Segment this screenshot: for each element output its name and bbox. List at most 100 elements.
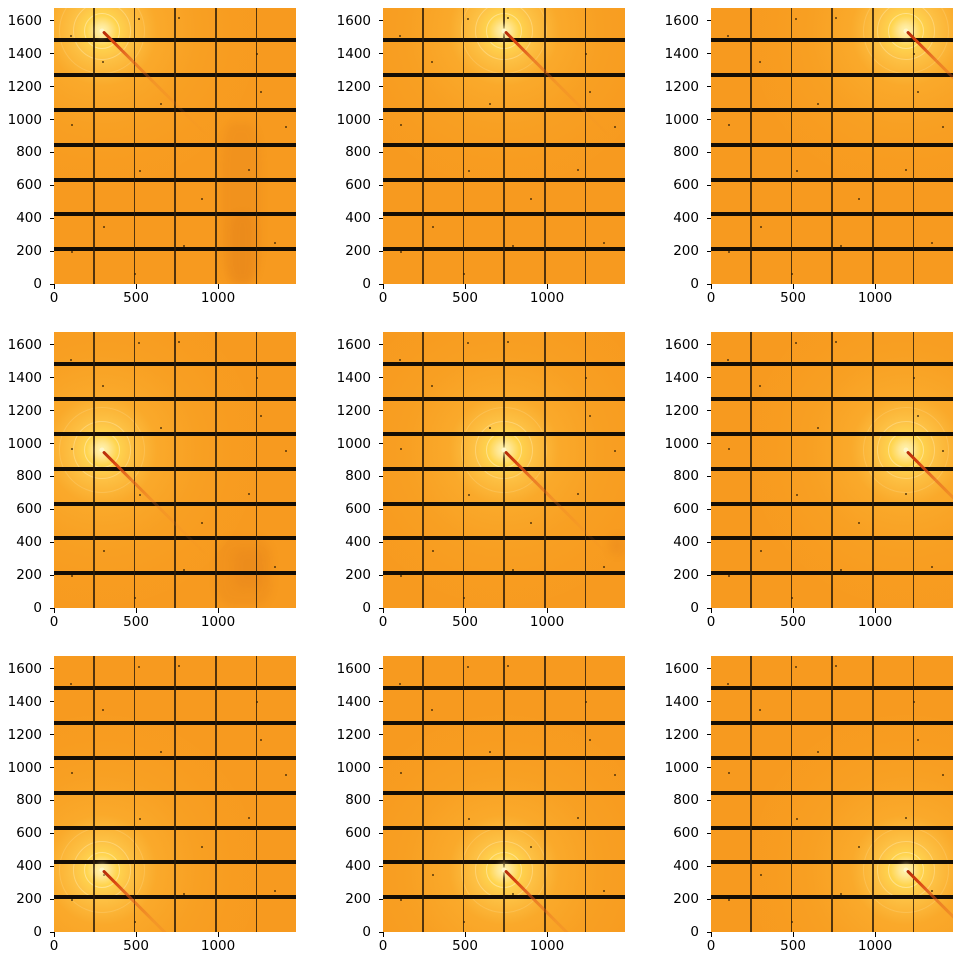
dead-pixel [839,893,842,896]
x-tick-mark [217,932,219,937]
y-tick-label: 1000 [664,435,699,452]
dead-pixel [727,359,730,362]
beam-center-spot [903,447,909,453]
detector-image [711,8,953,284]
x-tick-label: 1000 [857,290,893,306]
detector-image [383,332,625,608]
subplot-r2c1: 0 200 400 600 800 1000 1200 1400 1600 0 500 1000 [337,656,625,954]
x-tick-mark [792,932,794,937]
y-tick-mark [378,217,383,219]
x-tick-mark [874,608,876,613]
x-tick-label: 0 [378,938,388,954]
y-tick-label: 600 [673,177,699,194]
chip-gap [422,656,424,932]
dead-pixel [467,169,470,172]
y-tick-mark [706,799,711,801]
y-tick-label: 400 [16,210,42,227]
chip-gap [133,8,136,284]
dead-pixel [585,377,588,380]
y-tick-mark [49,701,54,703]
dead-pixel [70,124,73,127]
dead-pixel [102,61,105,64]
x-tick-label: 500 [123,938,149,954]
y-tick-label: 1200 [664,78,699,95]
dead-pixel [930,566,933,569]
dead-pixel [467,18,470,20]
dead-pixel [727,35,730,38]
chip-gap [750,8,752,284]
chip-gap [215,332,217,608]
dead-pixel [530,197,533,200]
dead-pixel [795,493,798,496]
dead-pixel [904,817,907,820]
dead-pixel [284,125,287,128]
y-tick-mark [378,344,383,346]
y-tick-label: 200 [16,243,42,260]
dead-pixel [70,683,73,686]
dead-pixel [399,448,402,451]
x-tick-mark [710,932,712,937]
dead-pixel [284,773,287,776]
y-tick-label: 1000 [664,111,699,128]
y-tick-mark [49,865,54,867]
y-tick-label: 200 [345,891,371,908]
y-tick-mark [49,86,54,88]
y-tick-label: 1400 [664,45,699,62]
y-tick-label: 1000 [336,435,371,452]
chip-gap [912,8,915,284]
chip-gap [462,656,465,932]
y-tick-label: 1400 [664,693,699,710]
y-tick-mark [378,734,383,736]
dead-pixel [585,701,588,704]
dead-pixel [506,341,509,344]
x-tick-mark [792,608,794,613]
y-tick-mark [49,20,54,22]
dead-pixel [70,575,73,578]
dead-pixel [941,449,944,452]
dead-pixel [102,225,105,228]
y-tick-mark [378,931,383,933]
subplot-r2c2: 0 200 400 600 800 1000 1200 1400 1600 0 500 1000 [665,656,953,954]
y-tick-mark [378,865,383,867]
y-tick-mark [706,86,711,88]
dead-pixel [795,666,798,668]
x-tick-label: 1000 [529,614,565,630]
subplot-r0c2: 0 200 400 600 800 1000 1200 1400 1600 0 500 1000 [665,8,953,306]
dead-pixel [904,169,907,172]
x-tick-mark [464,284,466,289]
dead-pixel [399,359,402,362]
dead-pixel [727,772,730,775]
dead-pixel [431,61,434,64]
y-tick-label: 1200 [7,726,42,743]
dead-pixel [506,665,509,668]
y-tick-label: 600 [345,501,371,518]
x-tick-mark [710,284,712,289]
y-tick-label: 600 [673,825,699,842]
dead-pixel [399,772,402,775]
y-tick-mark [378,283,383,285]
dead-pixel [930,242,933,245]
shadow-smudge [221,122,261,284]
y-tick-label: 1400 [7,369,42,386]
detector-image [383,656,625,932]
y-tick-label: 1400 [7,693,42,710]
x-tick-mark [792,284,794,289]
y-tick-mark [378,184,383,186]
y-tick-label: 600 [16,825,42,842]
y-tick-mark [706,119,711,121]
dead-pixel [431,709,434,712]
chip-gap [544,8,546,284]
x-tick-mark [464,608,466,613]
y-tick-mark [706,508,711,510]
y-tick-mark [378,119,383,121]
dead-pixel [138,18,141,20]
y-tick-mark [378,475,383,477]
y-tick-mark [378,20,383,22]
x-tick-label: 500 [452,290,478,306]
y-tick-label: 1600 [7,336,42,353]
subplot-r1c0: 0 200 400 600 800 1000 1200 1400 1600 0 500 1000 [8,332,296,630]
x-tick-label: 1000 [200,938,236,954]
dead-pixel [177,341,180,344]
dead-pixel [160,427,163,430]
chip-gap [462,332,465,608]
